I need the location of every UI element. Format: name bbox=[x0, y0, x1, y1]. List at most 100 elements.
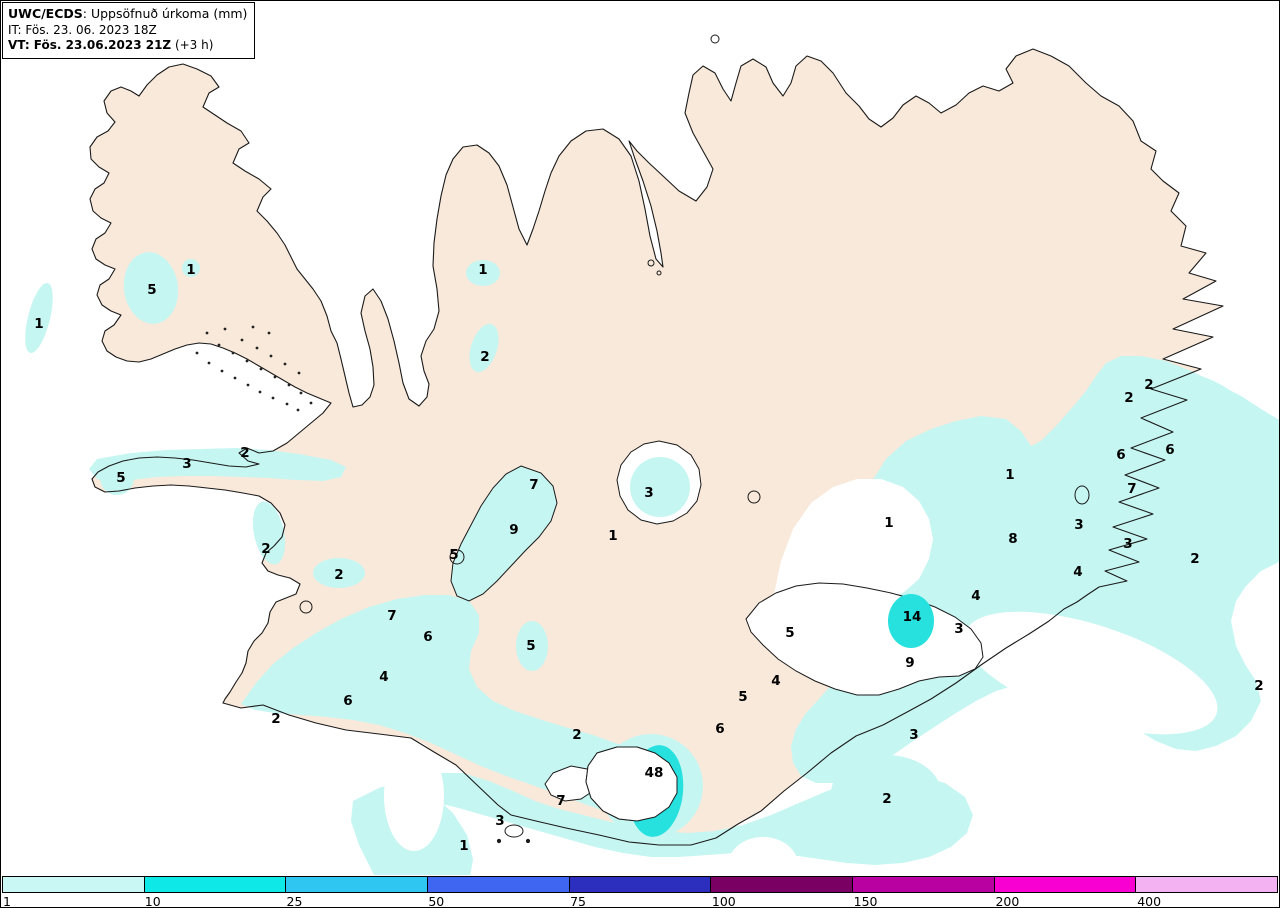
legend-tick-label: 10 bbox=[144, 894, 161, 908]
precip-value-label: 6 bbox=[1165, 442, 1174, 458]
precip-value-label: 2 bbox=[1124, 390, 1133, 406]
island-grimsey bbox=[710, 34, 720, 44]
precip-value-label: 1 bbox=[608, 528, 617, 544]
glacier-langjokull bbox=[450, 465, 558, 602]
precip-value-label: 6 bbox=[343, 693, 352, 709]
precip-blob bbox=[466, 260, 500, 286]
legend-labels: 1 10 25 50 75 100 150 200 400 bbox=[2, 894, 1278, 908]
precip-value-label: 7 bbox=[529, 477, 538, 493]
precip-blob bbox=[313, 558, 365, 588]
legend-tick-label: 150 bbox=[853, 894, 878, 908]
precip-blob bbox=[1006, 456, 1020, 470]
legend-segment-25 bbox=[286, 877, 429, 892]
skerry-dot bbox=[273, 375, 277, 379]
precip-blob bbox=[100, 461, 134, 495]
precip-value-label: 2 bbox=[1144, 377, 1153, 393]
island-dot bbox=[496, 838, 502, 844]
skerry-dot bbox=[223, 327, 227, 331]
precip-value-label: 1 bbox=[884, 515, 893, 531]
precip-value-label: 2 bbox=[1190, 551, 1199, 567]
precip-blob bbox=[182, 259, 200, 277]
precip-value-label: 4 bbox=[1073, 564, 1082, 580]
precip-value-label: 3 bbox=[954, 621, 963, 637]
skerry-dot bbox=[296, 408, 300, 412]
lake-squiggle bbox=[449, 549, 465, 565]
title-box: UWC/ECDS: Uppsöfnuð úrkoma (mm) IT: Fös.… bbox=[2, 2, 256, 60]
precip-value-label: 14 bbox=[903, 609, 922, 625]
precip-blob bbox=[516, 621, 548, 671]
precip-value-label: 2 bbox=[480, 349, 489, 365]
precip-value-label: 2 bbox=[261, 541, 270, 557]
legend-segment-200 bbox=[994, 877, 1137, 892]
legend-segment-150 bbox=[853, 877, 995, 892]
precip-value-label: 2 bbox=[882, 791, 891, 807]
precip-value-label: 5 bbox=[449, 547, 458, 563]
legend-segment-400 bbox=[1136, 877, 1278, 892]
precip-value-label: 2 bbox=[271, 711, 280, 727]
precip-value-label: 3 bbox=[909, 727, 918, 743]
precip-value-label: 3 bbox=[495, 813, 504, 829]
skerry-dot bbox=[309, 401, 313, 405]
precip-value-label: 9 bbox=[509, 522, 518, 538]
precip-value-label: 5 bbox=[526, 638, 535, 654]
skerry-dot bbox=[217, 343, 221, 347]
skerry-dot bbox=[245, 359, 249, 363]
island-dot bbox=[525, 838, 531, 844]
precip-value-label: 6 bbox=[423, 629, 432, 645]
legend-tick-label: 400 bbox=[1137, 894, 1162, 908]
precip-blob bbox=[123, 252, 179, 324]
legend: 1 10 25 50 75 100 150 200 400 bbox=[1, 875, 1279, 907]
precip-value-label: 6 bbox=[715, 721, 724, 737]
legend-tick-label: 50 bbox=[428, 894, 445, 908]
islands-layer bbox=[299, 34, 1090, 844]
precip-blob-hofsjokull bbox=[630, 457, 690, 517]
product-code: UWC/ECDS bbox=[8, 6, 83, 21]
precip-value-label: 5 bbox=[785, 625, 794, 641]
sea-gap bbox=[384, 741, 444, 851]
skerry-dot bbox=[297, 371, 301, 375]
precip-value-label: 8 bbox=[1008, 531, 1017, 547]
skerry-dot bbox=[246, 383, 250, 387]
legend-tick-label: 100 bbox=[711, 894, 736, 908]
precip-value-label: 5 bbox=[738, 689, 747, 705]
legend-segment-75 bbox=[569, 877, 712, 892]
product-title: UWC/ECDS: Uppsöfnuð úrkoma (mm) bbox=[8, 6, 248, 21]
precip-value-label: 6 bbox=[1116, 447, 1125, 463]
legend-tick-label: 75 bbox=[570, 894, 587, 908]
skerry-dot bbox=[251, 325, 255, 329]
precip-value-label: 2 bbox=[240, 445, 249, 461]
glacier-highlands-white bbox=[773, 479, 933, 599]
precip-blob-southcoast bbox=[381, 773, 973, 865]
glacier-eyjafjallajokull bbox=[544, 765, 596, 802]
precip-value-label: 7 bbox=[387, 608, 396, 624]
island-dot bbox=[656, 270, 662, 276]
skerry-dot bbox=[285, 402, 289, 406]
valid-time: VT: Fös. 23.06.2023 21Z (+3 h) bbox=[8, 38, 214, 53]
precip-value-label: 4 bbox=[971, 588, 980, 604]
skerry-dot bbox=[220, 369, 224, 373]
skerry-dot bbox=[283, 362, 287, 366]
init-time: IT: Fös. 23. 06. 2023 18Z bbox=[8, 22, 157, 37]
legend-segment-50 bbox=[428, 877, 570, 892]
precip-value-label: 9 bbox=[905, 655, 914, 671]
lake-myvatn bbox=[747, 490, 761, 504]
skerry-dot bbox=[271, 396, 275, 400]
skerry-dot bbox=[259, 367, 263, 371]
precip-value-label: 7 bbox=[556, 793, 565, 809]
skerry-dot bbox=[233, 376, 237, 380]
island-papey bbox=[1074, 485, 1090, 505]
lake-thingvallavatn bbox=[299, 600, 313, 614]
skerry-dot bbox=[287, 383, 291, 387]
island-hrisey bbox=[647, 259, 655, 267]
legend-tick-label: 1 bbox=[3, 894, 11, 908]
precip-value-label: 1 bbox=[459, 838, 468, 854]
precip-blob-southwest bbox=[241, 595, 661, 816]
precip-value-label: 3 bbox=[1123, 536, 1132, 552]
breidafjordur-skerries bbox=[195, 325, 313, 412]
precip-value-label: 3 bbox=[1074, 517, 1083, 533]
legend-segment-1 bbox=[3, 877, 145, 892]
skerry-dot bbox=[205, 331, 209, 335]
precip-value-label: 7 bbox=[1127, 481, 1136, 497]
